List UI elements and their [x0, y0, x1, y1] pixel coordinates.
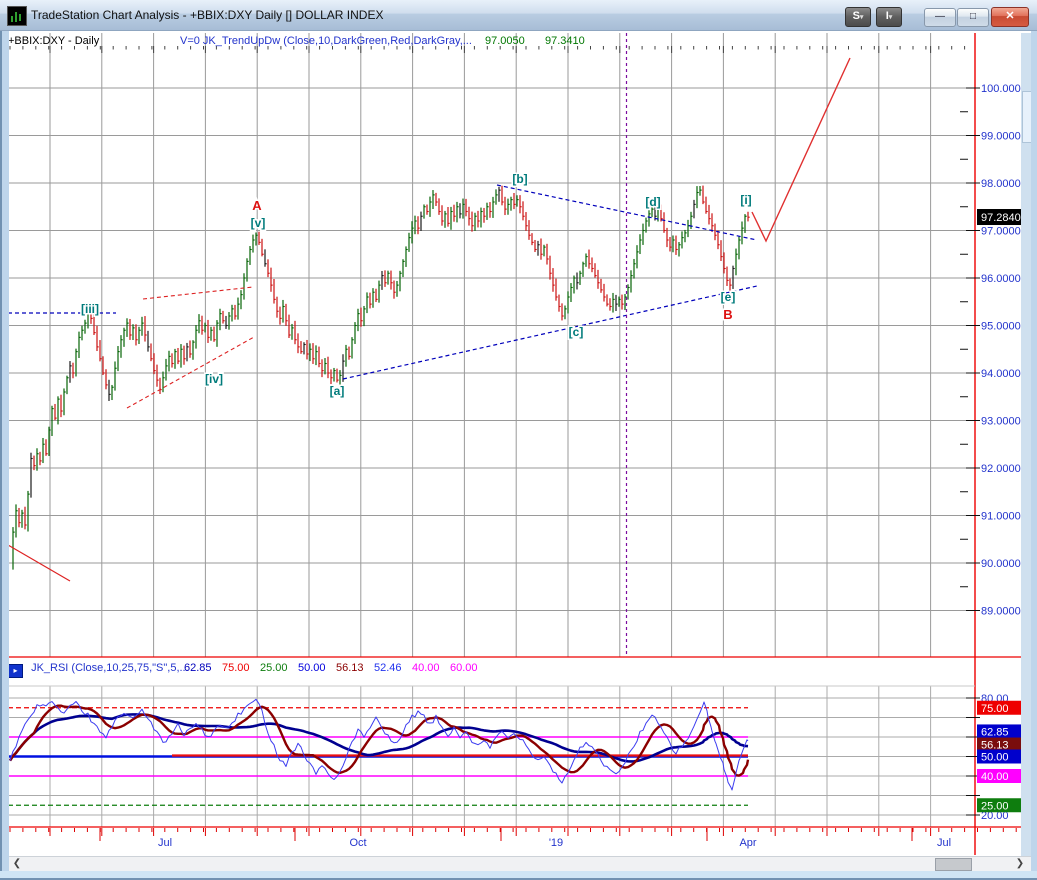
- elliott-wave-label: [iii]: [81, 302, 99, 316]
- rsi-badge-label: 75.00: [981, 703, 1009, 715]
- close-button[interactable]: ✕: [991, 7, 1029, 27]
- price-axis-label: 93.0000: [981, 416, 1021, 428]
- last-price-label: 97.2840: [981, 212, 1021, 224]
- price-axis-label: 97.0000: [981, 226, 1021, 238]
- horizontal-scrollbar[interactable]: [7, 856, 1031, 872]
- rsi-study-label: JK_RSI (Close,10,25,75,"S",5,...: [31, 662, 189, 674]
- elliott-wave-label: [v]: [251, 216, 266, 230]
- price-axis-label: 99.0000: [981, 131, 1021, 143]
- time-axis-label: Jul: [937, 837, 951, 849]
- vertical-scrollbar[interactable]: [1021, 33, 1031, 856]
- rsi-current-value: 50.00: [298, 662, 326, 674]
- price-axis-label: 96.0000: [981, 273, 1021, 285]
- scroll-right-icon[interactable]: ❯: [1013, 858, 1027, 870]
- minimize-button[interactable]: —: [924, 8, 956, 27]
- elliott-wave-label: [i]: [740, 193, 751, 207]
- time-axis-label: '19: [549, 837, 563, 849]
- price-pane-header: +BBIX:DXY - Daily V=0 JK_TrendUpDw (Clos…: [8, 35, 99, 49]
- rsi-badge-label: 25.00: [981, 800, 1009, 812]
- elliott-wave-label: [a]: [330, 384, 345, 398]
- rsi-pane-header: ▸ JK_RSI (Close,10,25,75,"S",5,... 62.85…: [8, 662, 189, 676]
- window-title: TradeStation Chart Analysis - +BBIX:DXY …: [31, 0, 383, 30]
- window-frame-bottom: [0, 871, 1037, 880]
- chevron-down-icon: ▾: [860, 14, 864, 21]
- price-axis-label: 90.0000: [981, 558, 1021, 570]
- window-frame-right: [1031, 30, 1037, 878]
- rsi-badge-label: 40.00: [981, 771, 1009, 783]
- chart-canvas[interactable]: [iii] [iv] A [v] [a] [b] [c] [d] [e] B [i] Jul Oct '1…: [0, 0, 1037, 878]
- elliott-wave-label: [e]: [721, 290, 736, 304]
- horizontal-scrollbar-thumb[interactable]: [935, 858, 972, 871]
- time-axis-label: Jul: [158, 837, 172, 849]
- elliott-wave-label: [b]: [512, 172, 527, 186]
- rsi-current-value: 40.00: [412, 662, 440, 674]
- rsi-current-value: 75.00: [222, 662, 250, 674]
- time-axis-label: Oct: [349, 837, 366, 849]
- app-icon: [7, 6, 27, 26]
- symbol-label: +BBIX:DXY - Daily: [8, 35, 99, 47]
- time-axis-label: Apr: [739, 837, 756, 849]
- price-axis-label: 95.0000: [981, 321, 1021, 333]
- maximize-button[interactable]: □: [957, 8, 989, 27]
- price-axis-label: 100.0000: [981, 83, 1027, 95]
- price-axis-label: 98.0000: [981, 178, 1021, 190]
- chevron-down-icon: ▾: [889, 14, 893, 21]
- elliott-wave-label: [iv]: [205, 372, 223, 386]
- rsi-badge-label: 62.85: [981, 726, 1009, 738]
- trend-study-value-1: 97.0050: [485, 35, 525, 47]
- scroll-left-icon[interactable]: ❮: [10, 858, 24, 870]
- rsi-current-value: 60.00: [450, 662, 478, 674]
- price-axis-label: 89.0000: [981, 606, 1021, 618]
- trend-study-label: V=0 JK_TrendUpDw (Close,10,DarkGreen,Red…: [180, 35, 472, 47]
- elliott-wave-label: [d]: [645, 195, 660, 209]
- rsi-badge-label: 50.00: [981, 752, 1009, 764]
- rsi-current-value: 62.85: [184, 662, 212, 674]
- price-axis-label: 91.0000: [981, 511, 1021, 523]
- rsi-current-value: 25.00: [260, 662, 288, 674]
- trend-study-value-2: 97.3410: [545, 35, 585, 47]
- elliott-wave-label: A: [252, 198, 262, 213]
- tradestation-window: { "window": { "title": "TradeStation Cha…: [0, 0, 1037, 878]
- elliott-wave-label: B: [723, 307, 732, 322]
- style-dropdown-button[interactable]: S▾: [845, 7, 871, 27]
- window-frame-left: [0, 30, 9, 878]
- price-axis-label: 94.0000: [981, 368, 1021, 380]
- elliott-wave-label: [c]: [569, 325, 584, 339]
- price-axis-label: 92.0000: [981, 463, 1021, 475]
- rsi-current-value: 52.46: [374, 662, 402, 674]
- indicator-dropdown-button[interactable]: I▾: [876, 7, 902, 27]
- indicator-icon: ▸: [8, 664, 23, 678]
- rsi-current-value: 56.13: [336, 662, 364, 674]
